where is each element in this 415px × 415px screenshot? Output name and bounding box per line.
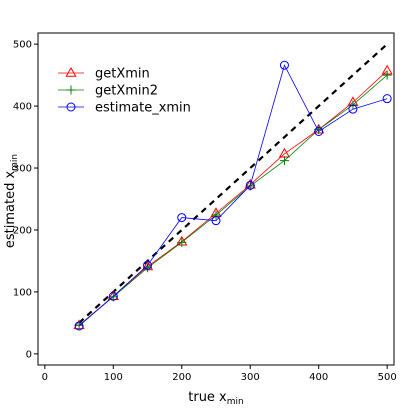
data-point (279, 60, 289, 70)
y-tick-label: 200 (13, 225, 32, 236)
data-point (143, 260, 153, 270)
x-tick-label: 100 (104, 372, 123, 383)
data-point (74, 321, 84, 331)
x-tick-label: 300 (241, 372, 260, 383)
data-point (382, 94, 392, 104)
x-tick-label: 0 (42, 372, 48, 383)
y-axis-label: estimated xmin (3, 154, 20, 248)
y-tick-label: 0 (26, 349, 32, 360)
legend-item: estimate_xmin (58, 101, 191, 116)
data-point (211, 216, 221, 226)
data-point (278, 147, 291, 158)
series-line (78, 70, 388, 326)
legend-marker (65, 66, 77, 77)
data-point (348, 104, 358, 114)
series-1 (74, 70, 392, 330)
y-tick-label: 500 (13, 40, 32, 51)
y-tick-label: 300 (13, 164, 32, 175)
y-tick-label: 400 (13, 102, 32, 113)
series-line (78, 74, 388, 326)
x-tick-label: 400 (309, 372, 328, 383)
legend-label: getXmin (95, 67, 150, 82)
data-point (279, 156, 289, 166)
legend-label: estimate_xmin (95, 101, 191, 116)
data-point (108, 291, 118, 301)
legend: getXmin getXmin2 estimate_xmin (58, 67, 191, 116)
legend-marker (66, 102, 76, 112)
y-tick-label: 100 (13, 287, 32, 298)
x-tick-label: 500 (378, 372, 397, 383)
data-point (177, 237, 187, 247)
x-axis-label-main: true x (188, 390, 227, 405)
y-axis: 0 100 200 300 400 500 (13, 40, 38, 360)
data-point (382, 70, 392, 80)
data-point (245, 180, 255, 190)
data-point (177, 213, 187, 223)
legend-item: getXmin2 (58, 84, 158, 99)
legend-marker (66, 85, 76, 95)
data-point (211, 210, 221, 220)
x-axis-label-sub: min (227, 397, 244, 407)
legend-item: getXmin (58, 67, 150, 82)
x-axis-label: true xmin (188, 390, 244, 407)
y-axis-label-sub: min (10, 154, 20, 171)
series-2 (74, 60, 392, 331)
reference-line-group (78, 43, 388, 324)
legend-label: getXmin2 (95, 84, 158, 99)
x-axis: 0 100 200 300 400 500 (42, 365, 397, 383)
plot-frame (37, 32, 395, 366)
y-axis-label-main: estimated x (3, 171, 18, 249)
series-line (78, 64, 388, 327)
x-tick-label: 200 (172, 372, 191, 383)
reference-line (78, 43, 388, 324)
series-layer (73, 60, 393, 331)
data-point (314, 126, 324, 136)
